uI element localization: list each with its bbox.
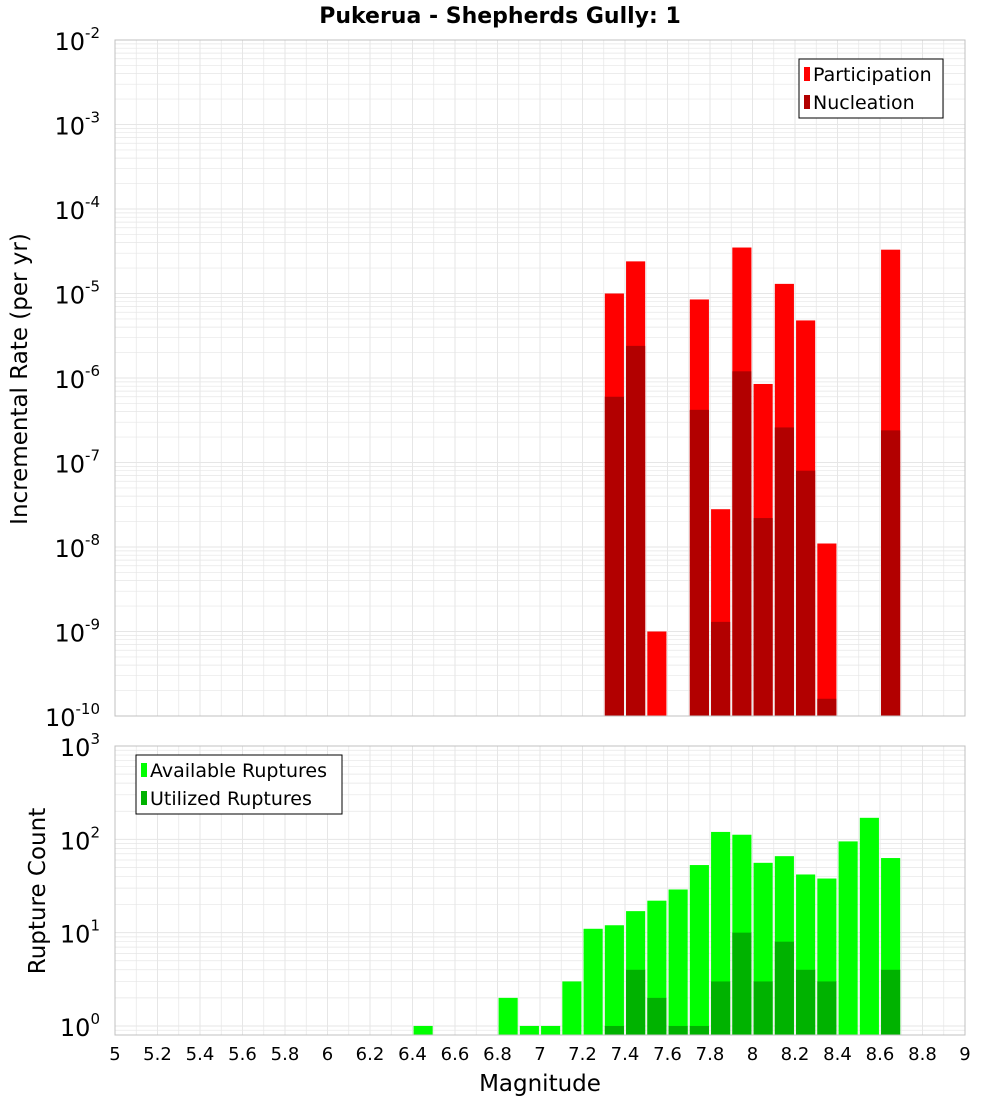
rate-legend: Participation Nucleation (798, 58, 944, 119)
x-tick-label: 6.6 (441, 1044, 470, 1065)
x-tick-label: 8.4 (823, 1044, 852, 1065)
x-tick-label: 6.8 (483, 1044, 512, 1065)
x-ticks: 5 5.2 5.4 5.6 5.8 6 6.2 6.4 6.6 6.8 7 7.2 7.4 7.6 7.8 8… (109, 1044, 970, 1065)
rate-y-axis-label: Incremental Rate (per yr) (7, 233, 33, 525)
x-tick-label: 7.6 (653, 1044, 682, 1065)
legend-swatch (804, 95, 810, 109)
bar (817, 698, 837, 716)
bar (689, 409, 709, 716)
chart-title: Pukerua - Shepherds Gully: 1 (319, 4, 681, 29)
bar (413, 1025, 433, 1035)
rate-plot-frame (114, 39, 966, 717)
y-tick-label: 103 (60, 730, 100, 762)
x-tick-label: 8.6 (866, 1044, 895, 1065)
x-tick-label: 5.2 (143, 1044, 172, 1065)
count-series-2 (604, 932, 901, 1035)
x-tick-label: 9 (959, 1044, 970, 1065)
bar (881, 430, 901, 716)
x-tick-label: 5.4 (186, 1044, 215, 1065)
count-legend: Available Ruptures Utilized Ruptures (135, 754, 343, 815)
bar (732, 932, 752, 1035)
legend-label: Nucleation (813, 92, 915, 114)
x-tick-label: 6 (322, 1044, 333, 1065)
x-tick-label: 8.2 (781, 1044, 810, 1065)
bar (817, 543, 837, 716)
bar (541, 1025, 561, 1035)
bar (817, 981, 837, 1035)
bar (711, 981, 731, 1035)
rate-grid (114, 39, 966, 717)
bar (753, 518, 773, 716)
count-plot-frame (114, 745, 966, 1036)
x-tick-label: 6.4 (398, 1044, 427, 1065)
x-tick-label: 5.6 (228, 1044, 257, 1065)
y-tick-label: 10-9 (54, 616, 100, 648)
bar (604, 925, 624, 1035)
bar (583, 928, 603, 1035)
y-tick-label: 10-4 (54, 193, 100, 225)
count-y-ticks: 100 101 102 103 (60, 730, 100, 1042)
bar (519, 1025, 539, 1035)
x-tick-label: 8.8 (908, 1044, 937, 1065)
bar (668, 889, 688, 1035)
bar (732, 371, 752, 716)
rate-y-ticks: 10-10 10-9 10-8 10-7 10-6 10-5 10-4 10-3 10-2 (45, 24, 100, 732)
x-tick-label: 7.2 (568, 1044, 597, 1065)
bar (859, 817, 879, 1035)
bar (881, 969, 901, 1035)
y-tick-label: 10-10 (45, 700, 100, 732)
rate-plot: 10-10 10-9 10-8 10-7 10-6 10-5 10-4 10-3 10-2 Par… (45, 24, 966, 732)
y-tick-label: 10-2 (54, 24, 100, 56)
x-tick-label: 5.8 (271, 1044, 300, 1065)
bar (647, 997, 667, 1035)
bar (562, 981, 582, 1035)
bar (626, 969, 646, 1035)
bar (774, 427, 794, 716)
x-tick-label: 7 (534, 1044, 545, 1065)
bar (838, 841, 858, 1035)
x-tick-label: 8 (747, 1044, 758, 1065)
rupture-count-plot: 100 101 102 103 5 5.2 5.4 5.6 5.8 6 6.2 6.4 6.6 6.8 7 7… (60, 730, 971, 1065)
bar (689, 865, 709, 1035)
bar (796, 969, 816, 1035)
legend-box (798, 58, 944, 119)
x-tick-label: 7.8 (696, 1044, 725, 1065)
y-tick-label: 10-7 (54, 447, 100, 479)
bar (626, 345, 646, 716)
count-y-axis-label: Rupture Count (25, 808, 51, 974)
y-tick-label: 10-6 (54, 362, 100, 394)
bar (689, 1025, 709, 1035)
legend-label: Utilized Ruptures (150, 788, 312, 810)
bar (498, 997, 518, 1035)
legend-label: Available Ruptures (150, 760, 327, 782)
bar (753, 981, 773, 1035)
legend-swatch (141, 763, 147, 777)
legend-swatch (804, 67, 810, 81)
bar (604, 1025, 624, 1035)
x-axis-label: Magnitude (479, 1071, 601, 1097)
x-tick-label: 6.2 (356, 1044, 385, 1065)
bar (668, 1025, 688, 1035)
y-tick-label: 101 (60, 917, 100, 949)
y-tick-label: 10-8 (54, 531, 100, 563)
x-tick-label: 7.4 (611, 1044, 640, 1065)
bar (774, 941, 794, 1035)
legend-label: Participation (813, 64, 932, 86)
bar (711, 621, 731, 716)
legend-box (135, 754, 343, 815)
rate-series-2 (604, 345, 901, 716)
y-tick-label: 10-3 (54, 109, 100, 141)
bar (604, 396, 624, 716)
y-tick-label: 100 (60, 1010, 100, 1042)
bar (647, 631, 667, 716)
y-tick-label: 102 (60, 823, 100, 855)
legend-swatch (141, 791, 147, 805)
x-tick-label: 5 (109, 1044, 120, 1065)
y-tick-label: 10-5 (54, 278, 100, 310)
bar (796, 470, 816, 716)
